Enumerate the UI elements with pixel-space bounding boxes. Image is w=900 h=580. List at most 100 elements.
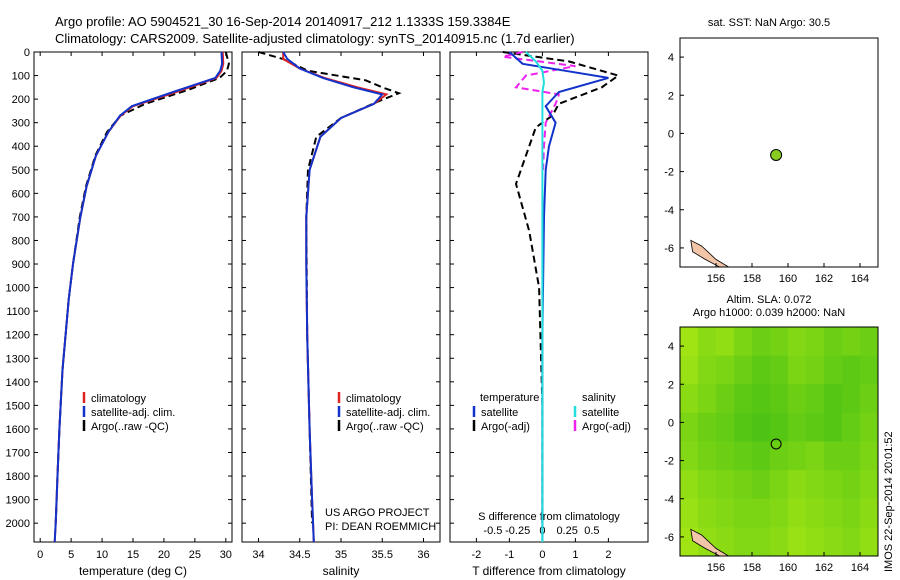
sla-heat-cell	[806, 498, 825, 528]
sla-heat-cell	[788, 412, 807, 442]
legend-entry: Argo(-adj)	[582, 421, 631, 433]
sla-heat-cell	[734, 441, 753, 471]
salinity-xtick-label: 34.5	[289, 549, 310, 561]
sst_map-ytick-label: 2	[668, 90, 674, 102]
sla-heat-cell	[698, 327, 717, 357]
differences-frame	[449, 51, 649, 543]
salinity-xtick-label: 36	[417, 549, 429, 561]
sla-heat-cell	[680, 412, 699, 442]
differences-xtick-label: -2	[472, 549, 482, 561]
sla-heat-cell	[680, 470, 699, 500]
salinity-xlabel: salinity	[323, 564, 360, 578]
sla-heat-cell	[698, 498, 717, 528]
temperature-xtick-label: 15	[127, 549, 139, 561]
legend-entry: climatology	[91, 393, 147, 405]
project-annotation: US ARGO PROJECT	[325, 507, 430, 519]
sla-heat-cell	[770, 384, 789, 414]
sla-heat-cell	[860, 327, 879, 357]
depth-tick-label: 1300	[6, 353, 30, 365]
legend-entry: satellite	[481, 407, 518, 419]
depth-tick-label: 700	[12, 212, 30, 224]
difference-panel: -2 -1 0 1 2 T difference from climatology -0.5…	[449, 51, 649, 578]
temperature-satellite-line	[53, 51, 224, 543]
sla-heat-cell	[788, 355, 807, 385]
legend-entry: satellite-adj. clim.	[346, 407, 430, 419]
differences-xtick-label: -1	[505, 549, 515, 561]
sla_map-xtick-label: 158	[743, 562, 761, 574]
depth-tick-label: 1400	[6, 377, 30, 389]
sla-heat-cell	[770, 498, 789, 528]
depth-tick-label: 400	[12, 141, 30, 153]
salinity-xtick-label: 34	[252, 549, 264, 561]
depth-tick-label: 1100	[6, 306, 30, 318]
temperature-xtick-label: 30	[220, 549, 232, 561]
differences-xtick-label: 2	[605, 549, 611, 561]
title-line-2: Climatology: CARS2009. Satellite-adjuste…	[55, 31, 575, 46]
sla-heat-cell	[698, 384, 717, 414]
sla_map-xtick-label: 162	[815, 562, 833, 574]
sla-heat-cell	[788, 441, 807, 471]
sst_map-xtick-label: 158	[743, 273, 761, 285]
depth-tick-label: 500	[12, 165, 30, 177]
sla-heat-cell	[842, 470, 861, 500]
sla-heat-cell	[752, 527, 771, 557]
salinity-diff-tick-label: 0.5	[584, 525, 599, 537]
sla-heat-cell	[680, 327, 699, 357]
sla-heat-cell	[734, 384, 753, 414]
sla-heat-cell	[698, 470, 717, 500]
sst_map-ytick-label: -6	[664, 243, 674, 255]
side-timestamp: IMOS 22-Sep-2014 20:01:52	[883, 431, 895, 572]
sla-heat-cell	[716, 355, 735, 385]
sal-diff-satellite-line	[525, 51, 546, 542]
sla_map-xtick-label: 164	[851, 562, 869, 574]
temperature-climatology-line	[53, 51, 225, 543]
sla-heat-cell	[680, 384, 699, 414]
sla-heat-cell	[824, 470, 843, 500]
temp-diff-argo-line	[502, 51, 621, 524]
sst_map-xtick-label: 160	[779, 273, 797, 285]
sla-heat-cell	[752, 384, 771, 414]
sla-heat-cell	[806, 441, 825, 471]
depth-tick-label: 600	[12, 188, 30, 200]
temperature-frame	[33, 51, 233, 543]
sla-heat-cell	[824, 527, 843, 557]
salinity-diff-axis-label: S difference from climatology	[478, 511, 620, 523]
sla-heat-cell	[806, 327, 825, 357]
sla-heat-cell	[860, 441, 879, 471]
sla_map-frame	[679, 326, 879, 557]
sst_map-ytick-label: 0	[668, 128, 674, 140]
salinity-diff-tick-label: -0.25	[505, 525, 530, 537]
sla-heat-cell	[842, 441, 861, 471]
depth-tick-label: 800	[12, 235, 30, 247]
sla-heat-cell	[824, 384, 843, 414]
sla-heat-cell	[716, 327, 735, 357]
sla-heat-cell	[842, 412, 861, 442]
temperature-xtick-label: 5	[68, 549, 74, 561]
sla-heat-cell	[734, 498, 753, 528]
sla-map-title-1: Altim. SLA: 0.072	[727, 294, 812, 306]
sla-heat-cell	[716, 412, 735, 442]
sla-heat-cell	[806, 527, 825, 557]
depth-tick-label: 1200	[6, 330, 30, 342]
float-position-marker	[770, 438, 782, 450]
sla-heat-cell	[860, 527, 879, 557]
sla_map-ytick-label: -6	[664, 532, 674, 544]
sla-heat-cell	[788, 327, 807, 357]
sla-heat-cell	[806, 470, 825, 500]
legend-heading-salinity: salinity	[582, 392, 616, 404]
sla-heat-cell	[806, 412, 825, 442]
sla-heat-cell	[824, 327, 843, 357]
sla-heat-cell	[752, 498, 771, 528]
sla-heat-cell	[752, 355, 771, 385]
sla-heat-cell	[680, 355, 699, 385]
sla-heat-cell	[752, 441, 771, 471]
sla-heat-cell	[680, 498, 699, 528]
legend-entry: climatology	[346, 393, 402, 405]
temperature-xtick-label: 20	[158, 549, 170, 561]
depth-tick-label: 1900	[6, 495, 30, 507]
temperature-panel: 0100200300400500600700800900100011001200…	[6, 47, 233, 578]
sst-map-title: sat. SST: NaN Argo: 30.5	[708, 17, 830, 29]
salinity-climatology-line	[282, 52, 389, 543]
sla-heat-cell	[842, 384, 861, 414]
